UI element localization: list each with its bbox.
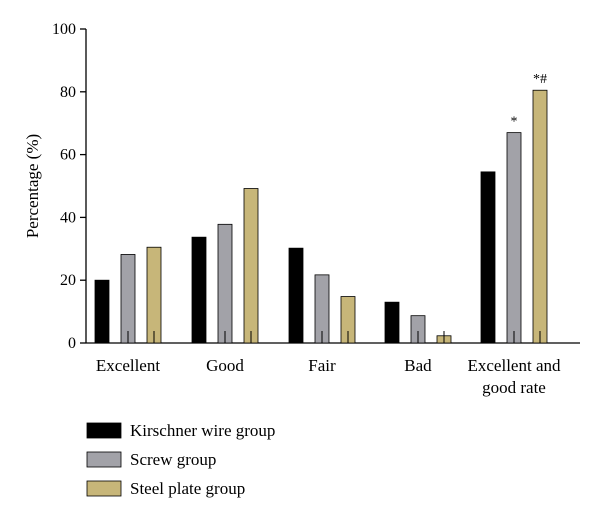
category-label-line: good rate [482, 378, 546, 397]
y-ticks: 0 20 40 60 80 100 [52, 21, 86, 352]
y-tick-label: 20 [60, 272, 76, 289]
bar [120, 254, 136, 344]
bar [146, 246, 162, 344]
y-tick-label: 0 [68, 335, 76, 352]
category-label: Bad [404, 356, 432, 375]
category-label-line: Excellent [96, 356, 160, 375]
category-label-line: Fair [308, 356, 336, 375]
category-label: Fair [308, 356, 336, 375]
category-label-line: Good [206, 356, 244, 375]
bar [506, 132, 522, 344]
y-tick-label: 60 [60, 147, 76, 164]
significance-annotations: * *# [511, 72, 548, 129]
legend-swatch [86, 480, 122, 497]
y-tick-label: 80 [60, 84, 76, 101]
category-label-line: Excellent and [468, 356, 561, 375]
bar [288, 247, 304, 344]
bar [217, 223, 233, 344]
significance-marker: * [511, 115, 518, 130]
legend-label: Steel plate group [130, 479, 245, 498]
bar [480, 171, 496, 344]
legend-label: Screw group [130, 450, 216, 469]
bar [532, 89, 548, 344]
legend-swatch [86, 451, 122, 468]
significance-marker: *# [533, 72, 547, 87]
bar [191, 236, 207, 344]
bars [94, 89, 548, 344]
y-tick-label: 40 [60, 209, 76, 226]
legend: Kirschner wire group Screw group Steel pla… [86, 421, 275, 498]
legend-swatch [86, 422, 122, 439]
category-label: Excellent [96, 356, 160, 375]
y-axis-title: Percentage (%) [23, 134, 42, 238]
category-label-line: Bad [404, 356, 432, 375]
category-labels: Excellent Good Fair Bad Excellent and good ra… [96, 356, 561, 397]
category-label: Excellent and good rate [468, 356, 561, 397]
legend-label: Kirschner wire group [130, 421, 275, 440]
y-tick-label: 100 [52, 21, 76, 38]
bar [243, 188, 259, 344]
category-label: Good [206, 356, 244, 375]
